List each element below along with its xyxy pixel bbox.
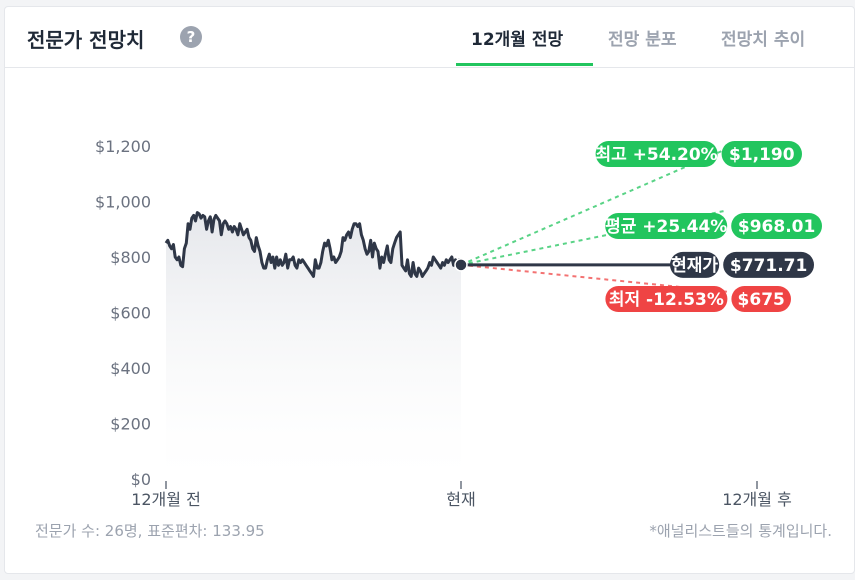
current-name-label-pill [670,251,720,278]
high-name-label: 최고 +54.20% [595,145,717,165]
high-target-line [460,147,728,266]
card-title: 전문가 전망치 [27,28,145,52]
y-tick-label: $200 [110,415,151,434]
x-tick-label: 12개월 전 [131,490,201,507]
tab-forecast-distribution[interactable]: 전망 분포 [608,30,677,50]
average-value-label-pill [731,213,822,239]
current-value-label: $771.71 [730,256,807,276]
price-forecast-chart: $0 $200 $400 $600 $800 $1,000 $1,200 12개월 전 현재 1… [95,137,822,507]
current-value-label-pill [723,251,814,278]
stats-note: *애널리스트들의 통계입니다. [649,522,832,540]
current-name-label: 현재가 [671,256,718,276]
active-tab-indicator [456,63,593,66]
average-name-label: 평균 +25.44% [605,217,727,237]
price-line [164,211,463,278]
high-value-label-pill [721,141,802,167]
card-header: 전문가 전망치 ? 12개월 전망 전망 분포 전망치 추이 [5,7,854,68]
y-tick-label: $400 [110,359,151,378]
high-name-label-pill [595,141,718,167]
x-tick-label: 12개월 후 [722,490,792,507]
high-value-label: $1,190 [729,145,795,165]
forecast-card: 전문가 전망치 ? 12개월 전망 전망 분포 전망치 추이 $0 $200 $40… [4,6,855,574]
y-tick-label: $1,200 [95,137,151,156]
y-tick-label: $0 [131,470,151,489]
current-price-marker [454,258,468,272]
analyst-stats: 전문가 수: 26명, 표준편차: 133.95 [35,522,265,540]
y-tick-label: $600 [110,304,151,323]
low-name-label-pill [605,286,728,312]
y-tick-label: $1,000 [95,193,151,212]
help-icon[interactable]: ? [180,26,202,48]
tab-forecast-trend[interactable]: 전망치 추이 [721,30,806,50]
x-tick-label: 현재 [446,490,475,507]
average-name-label-pill [605,213,728,239]
low-value-label: $675 [738,290,785,310]
price-area [166,212,461,479]
average-value-label: $968.01 [738,217,815,237]
tab-12-month-forecast[interactable]: 12개월 전망 [471,30,564,50]
low-value-label-pill [731,286,791,312]
low-name-label: 최저 -12.53% [609,290,724,310]
y-tick-label: $800 [110,248,151,267]
